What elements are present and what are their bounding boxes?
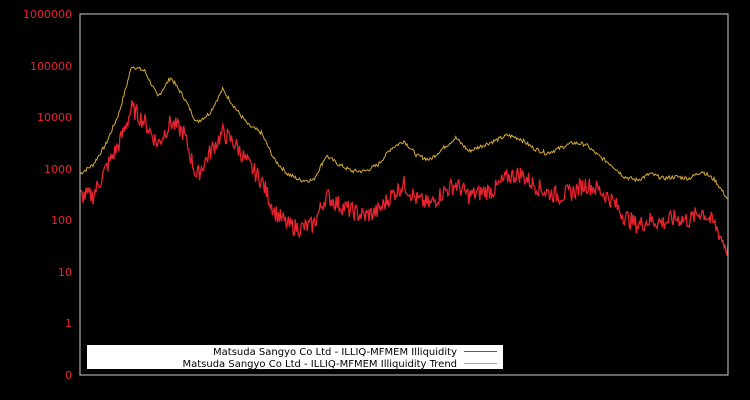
plot-frame <box>79 13 729 376</box>
y-tick-label: 100000 <box>30 60 72 73</box>
y-tick-label: 10 <box>58 266 72 279</box>
legend: Matsuda Sangyo Co Ltd - ILLIQ-MFMEM Illi… <box>87 345 503 370</box>
y-tick-label: 0 <box>65 369 72 382</box>
y-tick-label: 100 <box>51 214 72 227</box>
y-tick-label: 1000 <box>44 163 72 176</box>
y-tick-label: 1000000 <box>23 8 72 21</box>
illiquidity-line <box>79 100 729 256</box>
legend-label-illiquidity: Matsuda Sangyo Co Ltd - ILLIQ-MFMEM Illi… <box>213 347 457 358</box>
legend-label-trend: Matsuda Sangyo Co Ltd - ILLIQ-MFMEM Illi… <box>182 359 457 370</box>
y-tick-label: 10000 <box>37 111 72 124</box>
y-tick-label: 1 <box>65 317 72 330</box>
y-axis-ticks: 0 1 10 100 1000 10000 100000 1000000 <box>23 8 72 382</box>
series-lines <box>79 66 729 256</box>
legend-box <box>87 345 503 369</box>
illiquidity-trend-line <box>79 66 729 200</box>
